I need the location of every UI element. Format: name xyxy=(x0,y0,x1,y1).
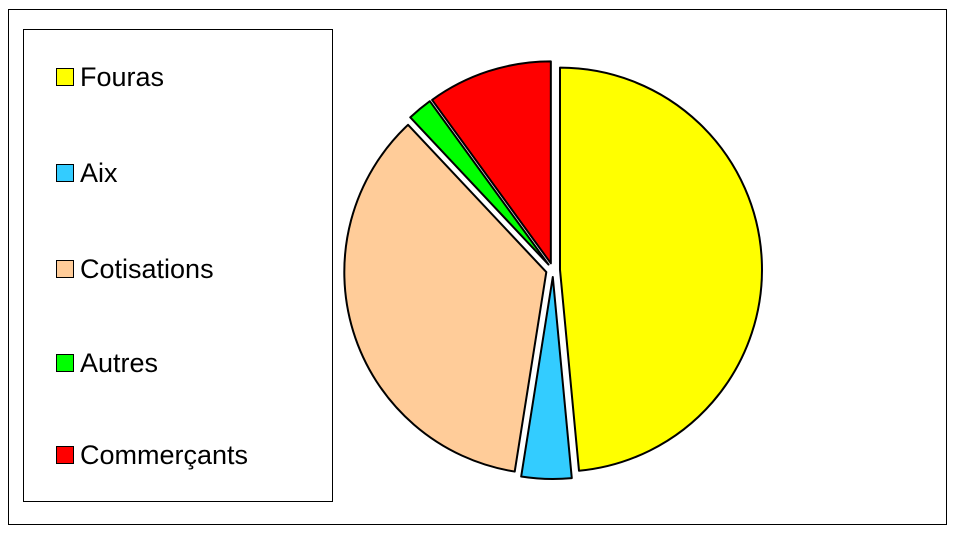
pie-slice-aix xyxy=(520,275,573,480)
legend-swatch-fouras xyxy=(56,68,74,86)
legend-swatch-aix xyxy=(56,164,74,182)
legend-label-fouras: Fouras xyxy=(80,61,165,92)
legend-item-commercants: Commerçants xyxy=(56,440,248,470)
pie-slice-cotisations xyxy=(343,123,548,473)
legend-label-autres: Autres xyxy=(80,347,159,378)
legend-swatch-autres xyxy=(56,354,74,372)
legend-swatch-commercants xyxy=(56,446,74,464)
legend-item-fouras: Fouras xyxy=(56,62,164,92)
legend-label-commercants: Commerçants xyxy=(80,439,249,470)
legend-item-aix: Aix xyxy=(56,158,118,188)
pie-slice-autres xyxy=(409,100,550,266)
legend-label-aix: Aix xyxy=(80,157,118,188)
pie-slice-commercants xyxy=(431,60,552,265)
legend-label-cotisations: Cotisations xyxy=(80,253,214,284)
legend: Fouras Aix Cotisations Autres Commerçant… xyxy=(23,29,333,502)
pie-slice-fouras xyxy=(558,66,763,472)
legend-item-autres: Autres xyxy=(56,348,158,378)
legend-swatch-cotisations xyxy=(56,260,74,278)
legend-item-cotisations: Cotisations xyxy=(56,254,214,284)
